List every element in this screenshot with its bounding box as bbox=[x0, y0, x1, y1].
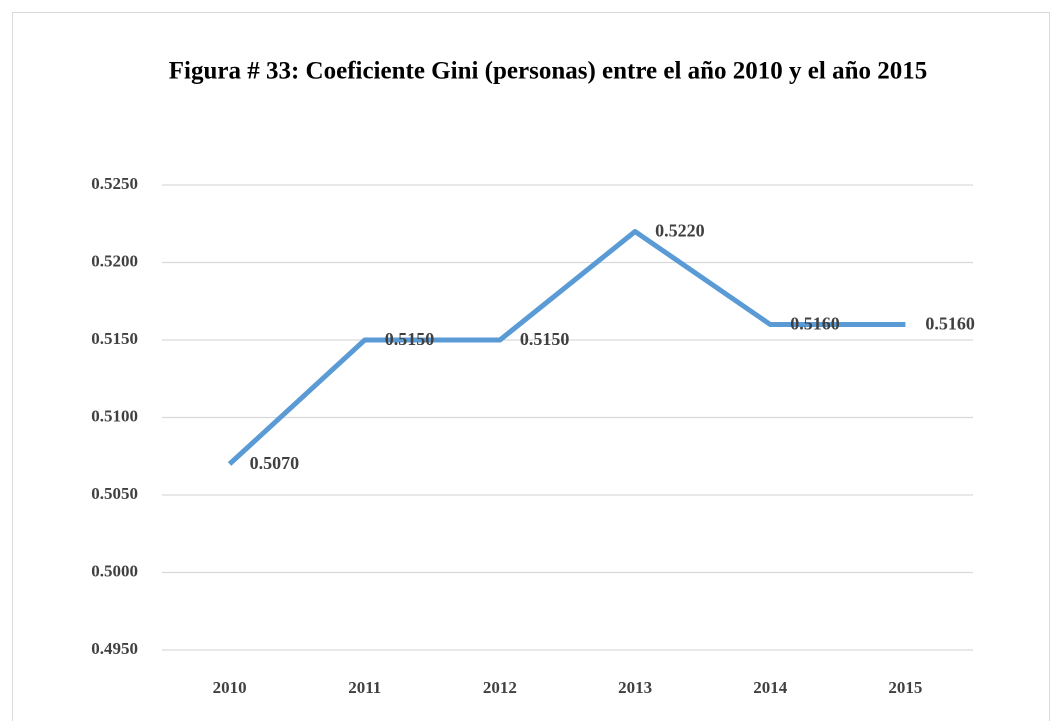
data-label: 0.5220 bbox=[655, 221, 705, 241]
x-tick-label: 2011 bbox=[348, 678, 381, 697]
x-tick-label: 2012 bbox=[483, 678, 517, 697]
y-tick-label: 0.5150 bbox=[91, 329, 138, 348]
y-tick-label: 0.5000 bbox=[91, 561, 138, 580]
x-tick-label: 2010 bbox=[213, 678, 247, 697]
x-tick-label: 2015 bbox=[888, 678, 922, 697]
data-label: 0.5150 bbox=[520, 329, 570, 349]
data-label: 0.5160 bbox=[790, 314, 840, 334]
chart-border bbox=[12, 12, 1050, 721]
y-tick-label: 0.5050 bbox=[91, 484, 138, 503]
y-tick-label: 0.5200 bbox=[91, 251, 138, 270]
x-tick-label: 2013 bbox=[618, 678, 652, 697]
data-label: 0.5070 bbox=[250, 453, 299, 473]
x-tick-label: 2014 bbox=[753, 678, 788, 697]
data-label: 0.5150 bbox=[385, 329, 435, 349]
data-label: 0.5160 bbox=[925, 314, 975, 334]
chart-title: Figura # 33: Coeficiente Gini (personas)… bbox=[169, 58, 927, 85]
y-tick-label: 0.5250 bbox=[91, 174, 138, 193]
y-tick-label: 0.4950 bbox=[91, 639, 138, 658]
data-line bbox=[227, 229, 906, 466]
y-tick-label: 0.5100 bbox=[91, 406, 138, 425]
